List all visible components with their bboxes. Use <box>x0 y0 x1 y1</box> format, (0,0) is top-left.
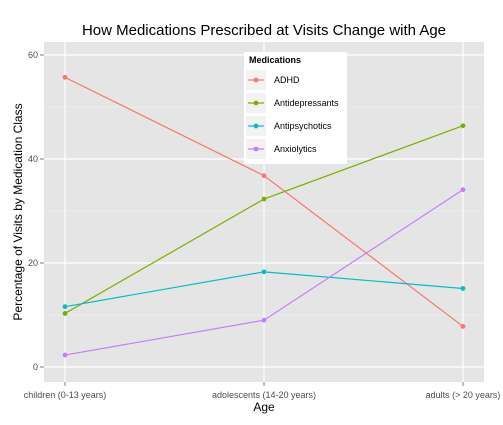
data-point <box>460 324 466 329</box>
y-tick-label: 20 <box>28 258 38 268</box>
legend-title: Medications <box>249 55 301 65</box>
data-point <box>261 173 267 179</box>
chart-title: How Medications Prescribed at Visits Cha… <box>82 22 446 39</box>
legend: Medications ADHD Antidepressants Antipsych… <box>244 52 347 164</box>
data-point <box>460 123 466 129</box>
x-tick-label: adults (> 20 years) <box>426 390 501 400</box>
x-axis-ticks: children (0-13 years) adolescents (14-20 … <box>24 382 501 400</box>
x-axis-label: Age <box>253 400 275 414</box>
series-layer <box>62 74 466 358</box>
data-point <box>62 311 68 316</box>
y-tick-label: 60 <box>28 50 38 60</box>
legend-key-point <box>253 100 259 106</box>
y-axis-label: Percentage of Visits by Medication Class <box>11 103 25 320</box>
x-tick-label: children (0-13 years) <box>24 390 107 400</box>
legend-label: ADHD <box>274 75 300 85</box>
data-point <box>62 352 68 358</box>
legend-key-point <box>253 146 259 152</box>
data-point <box>460 286 466 291</box>
y-tick-label: 0 <box>33 362 38 372</box>
data-point <box>62 304 68 310</box>
y-tick-label: 40 <box>28 154 38 164</box>
legend-key-point <box>253 123 259 129</box>
legend-label: Anxiolytics <box>274 144 317 154</box>
x-tick-label: adolescents (14-20 years) <box>212 390 316 400</box>
data-point <box>460 187 466 193</box>
legend-label: Antidepressants <box>274 98 339 108</box>
data-point <box>261 269 267 275</box>
data-point <box>261 196 267 202</box>
data-point <box>62 74 68 80</box>
legend-key-point <box>253 77 259 83</box>
legend-label: Antipsychotics <box>274 121 332 131</box>
data-point <box>261 317 267 323</box>
y-axis-ticks: 0 20 40 60 <box>28 50 44 372</box>
